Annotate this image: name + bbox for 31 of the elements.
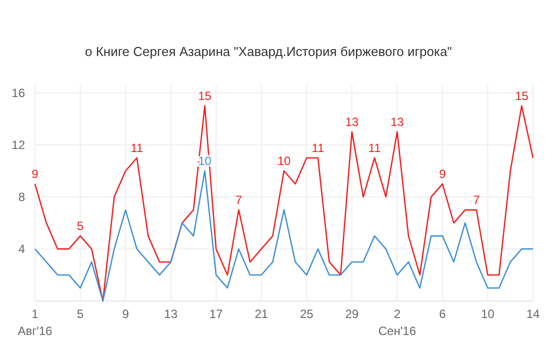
x-tick-label: 5 (76, 307, 84, 321)
data-label: 9 (32, 166, 39, 181)
data-label: 9 (439, 166, 446, 181)
y-tick-label: 8 (18, 190, 26, 204)
data-label: 13 (345, 114, 359, 129)
data-label: 15 (198, 88, 212, 103)
x-tick-label: 10 (481, 307, 495, 321)
data-label: 7 (473, 192, 480, 207)
x-tick-label: 9 (122, 307, 130, 321)
data-label: 13 (390, 114, 404, 129)
x-tick-label: 2 Сен'16 (378, 307, 416, 338)
data-label: 11 (312, 140, 325, 155)
data-label: 11 (130, 140, 144, 155)
line-series (34, 170, 534, 302)
data-label: 5 (76, 218, 84, 233)
x-tick-label: 14 (526, 307, 540, 321)
y-tick-label: 12 (12, 138, 26, 152)
chart-subtitle: о Книге Сергея Азарина "Хавард.История биржевого игрока" (85, 44, 452, 59)
y-tick-label: 4 (18, 242, 26, 256)
x-tick-label: 13 (164, 307, 178, 321)
data-label: 7 (235, 192, 242, 207)
x-tick-label: 17 (209, 307, 224, 321)
x-tick-label: 25 (300, 307, 314, 321)
y-tick-label: 16 (12, 86, 26, 100)
data-label: 11 (368, 140, 382, 155)
x-tick-label: 29 (345, 307, 359, 321)
x-tick-label: 1 Авг'16 (18, 307, 53, 338)
data-label: 15 (515, 88, 529, 103)
x-tick-label: 21 (254, 307, 268, 321)
data-label: 10 (277, 154, 291, 168)
x-tick-label: 6 (439, 307, 446, 321)
